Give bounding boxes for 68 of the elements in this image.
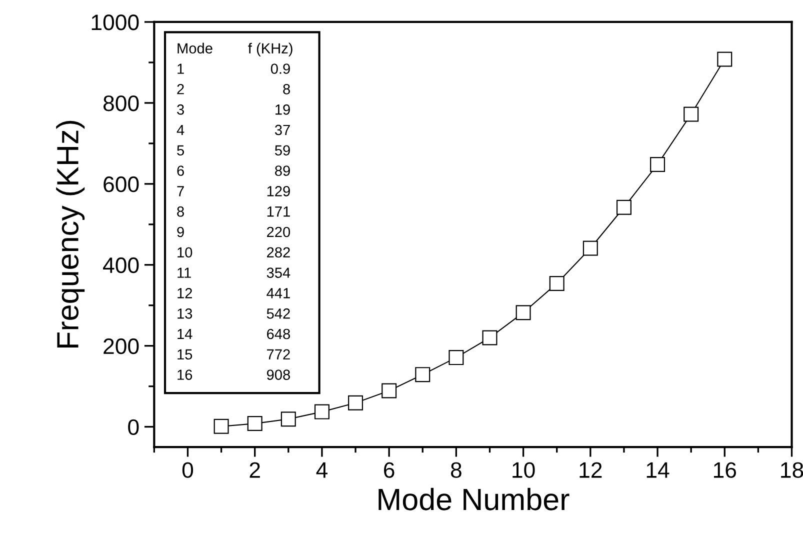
point xyxy=(214,418,229,434)
annotation: 2 xyxy=(177,84,184,94)
annotation: 220 xyxy=(267,226,290,238)
annotation: 8 xyxy=(283,84,290,94)
point xyxy=(650,156,666,172)
annotation: 282 xyxy=(267,247,290,258)
point xyxy=(516,305,531,320)
y-tick-label: 0 xyxy=(128,419,139,436)
point xyxy=(415,367,430,382)
annotation: 1 xyxy=(178,64,184,74)
point xyxy=(482,330,498,346)
y-tick-label: 400 xyxy=(103,257,139,274)
annotation: 354 xyxy=(266,268,290,278)
annotation: f (KHz) xyxy=(248,42,292,56)
annotation: 5 xyxy=(177,145,184,156)
annotation: 16 xyxy=(178,370,192,380)
x-tick-label: 14 xyxy=(646,462,670,478)
y-tick-label: 1000 xyxy=(92,14,139,30)
point xyxy=(717,52,732,67)
annotation: Mode xyxy=(178,42,212,54)
annotation: 441 xyxy=(266,288,290,298)
point xyxy=(684,106,699,122)
annotation: 6 xyxy=(177,166,184,176)
y-axis-title: Frequency (KHz) xyxy=(56,120,85,348)
y-tick-label: 200 xyxy=(104,338,139,354)
x-tick-label: 4 xyxy=(316,462,328,478)
annotation: 37 xyxy=(274,124,290,136)
x-tick-label: 12 xyxy=(580,462,602,478)
y-tick-label: 600 xyxy=(104,176,139,192)
annotation: 12 xyxy=(178,288,192,298)
x-tick-label: 18 xyxy=(781,462,803,478)
x-tick-label: 6 xyxy=(384,462,394,478)
x-tick-label: 0 xyxy=(182,462,194,478)
annotation: 908 xyxy=(266,370,290,380)
y-tick-label: 800 xyxy=(103,95,139,112)
point xyxy=(382,383,397,398)
point xyxy=(582,240,598,256)
x-axis-title: Mode Number xyxy=(378,488,570,510)
annotation: 8 xyxy=(177,206,184,217)
point xyxy=(549,276,564,291)
point xyxy=(448,350,464,366)
annotation: 15 xyxy=(178,349,192,360)
annotation: 19 xyxy=(276,104,290,115)
annotation: 13 xyxy=(178,308,192,319)
annotation: 171 xyxy=(267,206,290,217)
annotation: 4 xyxy=(176,124,184,135)
point xyxy=(280,412,296,427)
x-tick-label: 2 xyxy=(250,462,260,478)
annotation: 89 xyxy=(275,166,290,176)
annotation: 648 xyxy=(267,328,290,340)
annotation: 3 xyxy=(177,104,184,115)
point xyxy=(348,395,364,410)
x-tick-label: 16 xyxy=(714,462,736,478)
point xyxy=(616,200,632,215)
annotation: 59 xyxy=(274,145,290,156)
annotation: 542 xyxy=(266,308,290,319)
annotation: 7 xyxy=(177,186,184,196)
annotation: 9 xyxy=(177,226,184,238)
x-tick-label: 8 xyxy=(450,462,462,478)
annotation: 772 xyxy=(267,349,290,360)
annotation: 129 xyxy=(267,186,290,196)
point xyxy=(247,416,262,432)
annotation: 10 xyxy=(178,247,192,258)
annotation: 14 xyxy=(178,328,192,340)
annotation: 0.9 xyxy=(270,64,290,74)
annotation: 11 xyxy=(178,268,191,278)
x-tick-label: 10 xyxy=(512,462,535,478)
point xyxy=(314,404,330,420)
